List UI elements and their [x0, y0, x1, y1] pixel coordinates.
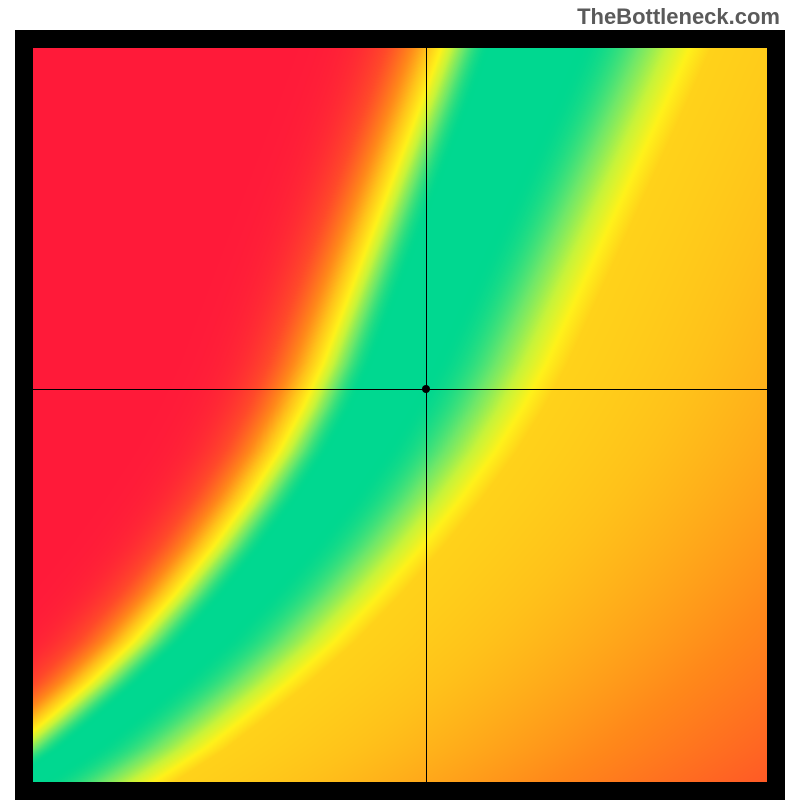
crosshair-vertical [426, 48, 427, 782]
marker-dot [422, 385, 430, 393]
crosshair-horizontal [33, 389, 767, 390]
chart-container: TheBottleneck.com [0, 0, 800, 800]
chart-frame [15, 30, 785, 800]
attribution-text: TheBottleneck.com [577, 4, 780, 30]
heatmap-canvas [33, 48, 767, 782]
